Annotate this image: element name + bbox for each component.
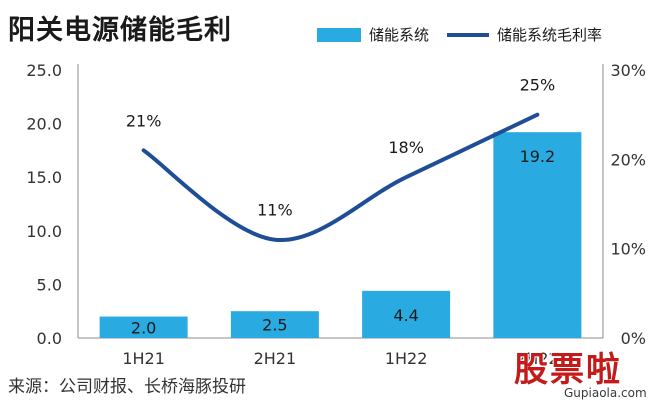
legend-line-swatch — [447, 32, 490, 37]
x-tick-label: 1H22 — [385, 349, 428, 368]
y-left-tick-label: 0.0 — [37, 329, 62, 348]
bar-data-label: 19.2 — [520, 147, 556, 166]
x-tick-label: 2H21 — [254, 349, 297, 368]
y-right-tick-label: 10% — [610, 240, 646, 259]
x-tick-label: 1H21 — [122, 349, 165, 368]
y-left-tick-label: 10.0 — [26, 222, 62, 241]
y-left-tick-label: 5.0 — [37, 275, 62, 294]
line-data-label: 21% — [126, 111, 162, 130]
bar — [362, 290, 451, 338]
line-data-label: 25% — [520, 76, 556, 95]
y-right-tick-label: 0% — [621, 329, 646, 348]
source-note: 来源：公司财报、长桥海豚投研 — [8, 377, 246, 397]
y-left-tick-label: 15.0 — [26, 168, 62, 187]
bar — [230, 311, 319, 338]
y-right-tick-label: 30% — [610, 61, 646, 80]
line-point — [143, 149, 145, 151]
bar-data-label: 4.4 — [393, 306, 418, 325]
bar — [493, 132, 582, 338]
bar — [99, 316, 188, 338]
watermark: 股票啦 Gupiaola.com — [506, 342, 660, 403]
line-data-label: 18% — [388, 138, 424, 157]
bar-data-label: 2.5 — [262, 316, 287, 335]
legend-bar-label: 储能系统 — [369, 26, 430, 44]
legend: 储能系统 储能系统毛利率 — [317, 24, 602, 45]
legend-bar-swatch — [317, 27, 361, 42]
watermark-url: Gupiaola.com — [564, 386, 647, 400]
bar-data-label: 2.0 — [131, 318, 156, 337]
x-tick-label: 2H22 — [516, 349, 559, 368]
chart-title: 阳关电源储能毛利 — [8, 15, 232, 46]
line-point — [274, 239, 276, 241]
legend-line-label: 储能系统毛利率 — [497, 26, 603, 44]
line-data-label: 11% — [257, 201, 293, 220]
y-left-tick-label: 20.0 — [26, 115, 62, 134]
y-right-tick-label: 20% — [610, 150, 646, 169]
y-left-tick-label: 25.0 — [26, 61, 62, 80]
margin-line — [141, 112, 540, 242]
watermark-text: 股票啦 — [514, 350, 622, 390]
line-point — [405, 176, 407, 178]
line-point — [536, 114, 538, 116]
